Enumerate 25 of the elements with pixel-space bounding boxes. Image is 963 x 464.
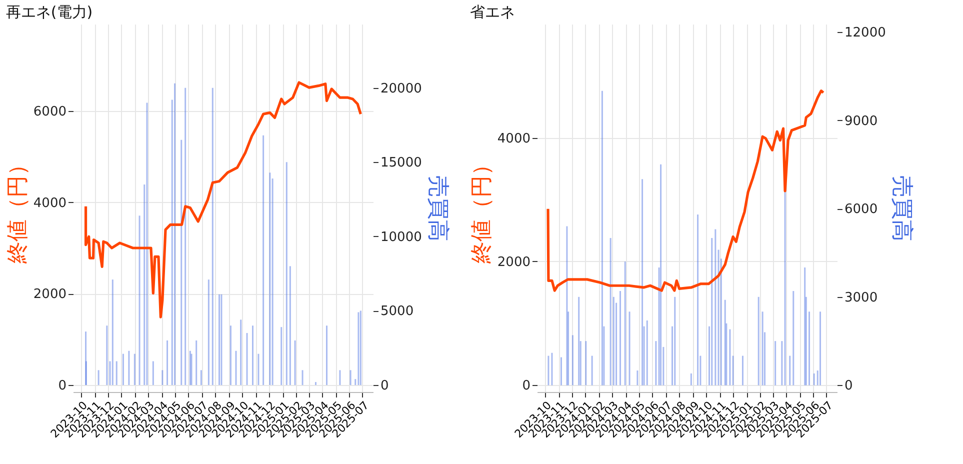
y-tick-label: 0 — [58, 378, 66, 394]
y-axis-title: 終値（円） — [5, 154, 30, 264]
y-tick-label: 4000 — [497, 131, 530, 146]
y2-tick-label: 12000 — [844, 25, 886, 40]
y-axis-title: 終値（円） — [469, 154, 494, 264]
y2-axis-title: 売買高 — [424, 176, 450, 242]
y-tick-label: 2000 — [497, 255, 530, 270]
y2-tick-label: 20000 — [380, 81, 422, 96]
chart-title: 再エネ(電力) — [6, 3, 93, 21]
y-tick-label: 2000 — [33, 287, 66, 302]
y2-tick-label: 6000 — [844, 202, 878, 218]
line-series — [84, 81, 362, 318]
y2-tick-label: 0 — [380, 378, 389, 394]
y-tick-label: 6000 — [33, 104, 66, 120]
y2-tick-label: 9000 — [844, 114, 878, 129]
y2-tick-label: 0 — [844, 378, 853, 394]
y2-tick-label: 15000 — [380, 156, 422, 171]
y2-axis-title: 売買高 — [888, 176, 914, 242]
y-tick-label: 4000 — [33, 196, 66, 211]
line-series — [546, 89, 825, 292]
y-tick-label: 0 — [522, 378, 530, 394]
y2-tick-label: 5000 — [380, 304, 414, 320]
y2-tick-label: 3000 — [844, 290, 878, 306]
chart-title: 省エネ — [470, 3, 515, 21]
y2-tick-label: 10000 — [380, 230, 422, 245]
